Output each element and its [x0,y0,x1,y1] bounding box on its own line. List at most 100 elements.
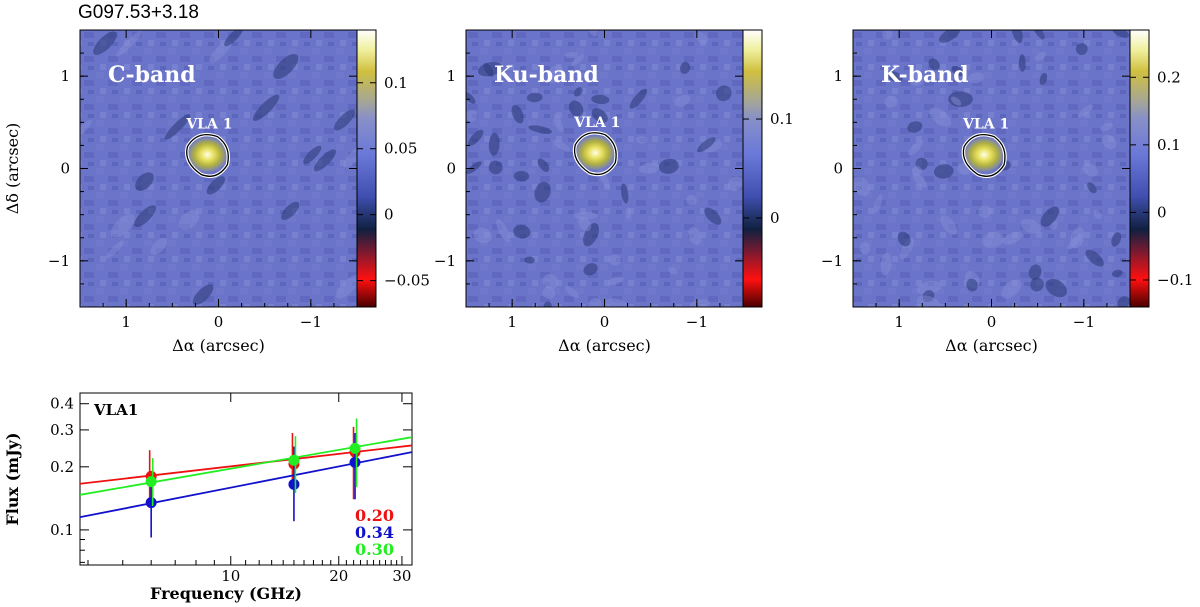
colorbar-tick-label: 0 [384,206,394,224]
noise-blob [1039,72,1048,86]
data-point-blue [349,456,361,468]
noise-blob [343,145,357,168]
sed-source-label: VLA1 [93,401,138,419]
colorbar-tick-label: −0.1 [1157,271,1193,289]
noise-blob [1018,54,1026,72]
sed-y-tick-label: 0.4 [50,395,74,413]
noise-blob [336,274,357,299]
noise-blob [607,276,624,286]
noise-blob [528,125,553,134]
noise-blob [695,32,708,44]
noise-blob [1030,277,1044,292]
noise-blob [135,172,154,191]
noise-blob [110,213,135,238]
noise-blob [134,205,157,228]
noise-blob [915,157,928,170]
y-tick-label: 1 [446,67,456,85]
colorbar-tick-label: 0 [1157,203,1167,221]
y-tick-label: −1 [821,252,843,270]
x-tick-label: 0 [600,313,610,331]
noise-blob [303,145,322,164]
noise-blob [620,183,629,204]
x-tick-label: −1 [686,313,708,331]
noise-blob [583,223,599,247]
noise-blob [696,137,716,153]
noise-blob [252,94,280,121]
noise-blob [638,162,660,174]
colorbar [1129,29,1150,308]
noise-blob [873,194,883,214]
sed-x-tick-label: 30 [392,567,411,585]
noise-blob [668,266,678,275]
noise-blob [513,170,530,182]
noise-blob [1028,264,1042,280]
noise-blob [1040,206,1059,227]
noise-blob [571,54,585,67]
noise-blob [105,240,124,259]
x-tick-label: 1 [121,313,131,331]
noise-blob [573,211,598,220]
noise-blob [542,273,559,289]
noise-blob [688,299,710,307]
noise-blob [716,85,732,102]
noise-blob [629,88,648,109]
spectral-index-green: 0.30 [355,540,394,559]
y-tick-label: −1 [434,252,456,270]
noise-blob [1045,278,1067,298]
noise-blob [488,160,503,175]
noise-blob [565,286,579,298]
panel-label: K-band [881,62,969,88]
source-contour [573,132,617,176]
noise-blob [948,91,973,107]
y-tick-label: 0 [446,160,456,178]
noise-blob [209,40,232,63]
map-panel-3: VLA 1 K-band 1 1 0 0 −1 −1 Δα (arcsec) 0.2 0.1 0 −0.… [821,29,1193,355]
noise-blob [674,94,691,107]
noise-blob [897,231,911,247]
noise-blob [853,176,870,196]
data-point-green [145,476,157,488]
colorbar-tick-label: 0 [770,209,780,227]
noise-blob [916,295,942,307]
map-panel-1: VLA 1 C-band 1 1 0 0 −1 −1 Δα (arcsec) Δδ (arcsec… [3,29,430,355]
noise-blob [688,226,702,245]
sed-y-axis-label: Flux (mJy) [3,432,22,525]
y-tick-label: 1 [833,67,843,85]
colorbar [742,29,763,308]
noise-blob [1087,182,1097,194]
noise-blob [908,140,924,156]
panel-label: C-band [108,62,196,88]
noise-blob [635,136,648,144]
noise-blob [916,280,942,295]
source-label: VLA 1 [573,115,620,131]
x-tick-label: −1 [300,313,322,331]
noise-blob [591,108,608,123]
noise-blob [178,209,200,231]
colorbar-tick-label: 0.1 [1157,136,1181,154]
x-axis-label: Δα (arcsec) [945,336,1038,355]
noise-blob [934,164,954,179]
noise-blob [911,165,923,177]
sed-x-tick-label: 10 [221,567,240,585]
noise-blob [1070,227,1085,249]
noise-blob [597,166,611,189]
x-axis-label: Δα (arcsec) [558,336,651,355]
data-point-blue [288,478,300,490]
sed-x-tick-label: 20 [329,567,348,585]
noise-blob [192,284,214,306]
noise-blob [552,140,570,152]
x-tick-label: 1 [507,313,517,331]
x-tick-label: 0 [214,313,224,331]
noise-blob [978,205,992,218]
noise-blob [164,114,191,140]
noise-blob [885,71,903,82]
data-point-green [349,442,361,454]
noise-blob [1082,163,1098,177]
noise-blob [488,132,500,156]
noise-blob [93,31,117,55]
source-emission [573,133,618,172]
noise-blob [553,113,564,133]
noise-blob [583,263,598,276]
noise-blob [1117,296,1130,307]
